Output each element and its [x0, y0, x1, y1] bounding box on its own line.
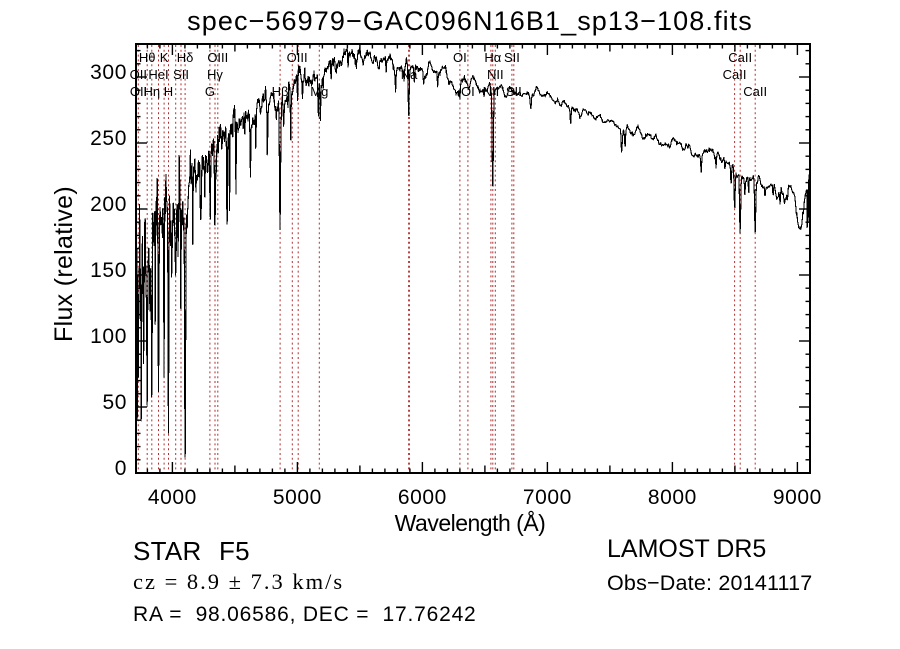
svg-text:5000: 5000 — [273, 486, 322, 509]
svg-text:OII: OII — [130, 67, 147, 82]
svg-text:Hδ: Hδ — [177, 50, 194, 65]
svg-text:OIII: OIII — [287, 50, 308, 65]
svg-text:OI: OI — [453, 50, 467, 65]
svg-text:Mg: Mg — [310, 84, 328, 99]
svg-text:200: 200 — [90, 193, 127, 216]
svg-text:STAR: STAR — [133, 536, 202, 566]
svg-text:6000: 6000 — [398, 486, 447, 509]
svg-text:OIII: OIII — [207, 50, 228, 65]
svg-text:Hθ: Hθ — [139, 50, 156, 65]
svg-text:CaII: CaII — [728, 50, 752, 65]
svg-text:Wavelength (Å): Wavelength (Å) — [395, 509, 546, 536]
svg-text:4000: 4000 — [148, 486, 197, 509]
svg-text:G: G — [205, 84, 215, 99]
svg-text:Hγ: Hγ — [207, 67, 223, 82]
svg-text:300: 300 — [90, 61, 127, 84]
svg-text:HeI: HeI — [148, 67, 168, 82]
svg-text:7000: 7000 — [523, 486, 572, 509]
svg-text:K: K — [160, 50, 169, 65]
svg-text:SII: SII — [506, 84, 522, 99]
svg-text:Flux (relative): Flux (relative) — [50, 186, 78, 342]
svg-text:cz = 8.9 ± 7.3 km/s: cz = 8.9 ± 7.3 km/s — [133, 569, 344, 594]
svg-text:8000: 8000 — [648, 486, 697, 509]
svg-text:OII: OII — [130, 84, 147, 99]
svg-text:RA = 98.06586, DEC = 17.7624: RA = 98.06586, DEC = 17.76242 — [133, 603, 477, 626]
svg-text:NII: NII — [483, 84, 500, 99]
svg-text:SII: SII — [173, 67, 189, 82]
svg-text:NII: NII — [487, 67, 504, 82]
svg-text:H: H — [164, 84, 173, 99]
svg-text:Hη: Hη — [143, 84, 160, 99]
svg-text:150: 150 — [90, 259, 127, 282]
svg-text:250: 250 — [90, 127, 127, 150]
svg-text:50: 50 — [102, 391, 127, 414]
svg-text:9000: 9000 — [773, 486, 822, 509]
svg-text:spec−56979−GAC096N16B1_sp13−10: spec−56979−GAC096N16B1_sp13−108.fits — [187, 6, 753, 36]
svg-text:CaII: CaII — [723, 67, 747, 82]
svg-text:Obs−Date: 20141117: Obs−Date: 20141117 — [607, 571, 812, 595]
svg-text:OI: OI — [461, 84, 475, 99]
svg-text:0: 0 — [115, 457, 127, 480]
svg-text:Hα: Hα — [484, 50, 501, 65]
svg-text:SII: SII — [504, 50, 520, 65]
svg-text:LAMOST DR5: LAMOST DR5 — [607, 535, 766, 563]
svg-text:100: 100 — [90, 325, 127, 348]
svg-text:F5: F5 — [219, 536, 250, 566]
svg-text:Hβ: Hβ — [272, 84, 289, 99]
svg-text:CaII: CaII — [743, 84, 767, 99]
svg-text:Na: Na — [401, 67, 418, 82]
